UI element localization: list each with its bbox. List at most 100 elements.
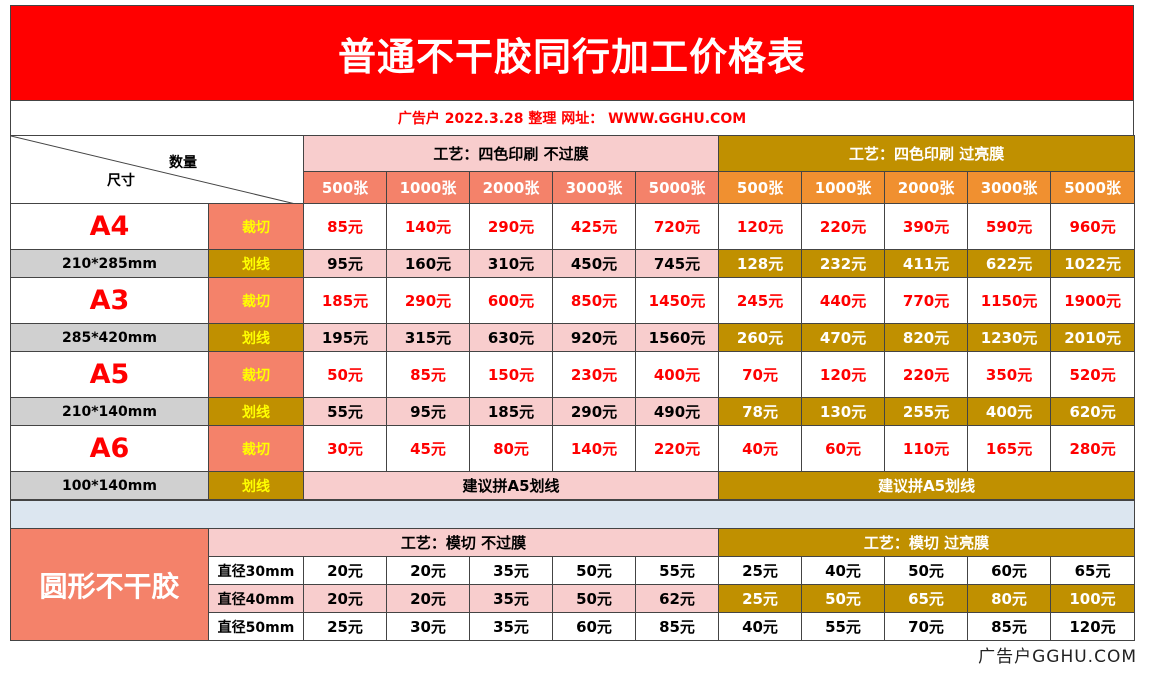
price-cell: 25元 (718, 584, 802, 613)
size-dimensions: 100*140mm (10, 471, 209, 500)
quantity-header-glossy-2: 2000张 (884, 171, 969, 204)
size-name-A4: A4 (10, 203, 209, 250)
price-cell: 400元 (634, 351, 720, 398)
price-cell: 2010元 (1050, 323, 1136, 352)
price-cell: 245元 (718, 277, 803, 324)
price-cell: 50元 (884, 556, 968, 585)
price-cell: 85元 (386, 351, 470, 398)
table-row: 210*285mm 划线 95元 160元 310元 450元 745元 128元 232元 41… (10, 249, 1136, 278)
diameter-label: 直径30mm (208, 556, 304, 585)
price-cell: 1150元 (967, 277, 1052, 324)
round-table: 圆形不干胶 工艺：模切 不过膜 工艺：模切 过亮膜 直径30mm 20元 20元 35… (9, 500, 1136, 641)
price-cell: 185元 (469, 397, 553, 426)
price-sheet: 普通不干胶同行加工价格表 广告户 2022.3.28 整理 网址： WWW.GG… (9, 5, 1136, 641)
quantity-header-no-film-4: 5000张 (634, 171, 720, 204)
price-cell: 20元 (303, 556, 387, 585)
spacer-row (9, 500, 1136, 529)
size-label: 尺寸 (107, 173, 135, 189)
price-cell: 85元 (635, 612, 719, 641)
price-cell: 350元 (967, 351, 1052, 398)
price-cell: 450元 (552, 249, 636, 278)
price-cell: 65元 (884, 584, 968, 613)
price-cell: 490元 (634, 397, 720, 426)
price-cell: 25元 (718, 556, 802, 585)
price-cell: 70元 (884, 612, 968, 641)
table-row: 285*420mm 划线 195元 315元 630元 920元 1560元 260元 470元… (10, 323, 1136, 352)
price-cell: 165元 (967, 425, 1052, 472)
price-cell: 40元 (718, 612, 802, 641)
price-cell: 150元 (469, 351, 553, 398)
diameter-label: 直径50mm (208, 612, 304, 641)
process-cut-label: 裁切 (208, 351, 304, 398)
price-cell: 290元 (469, 203, 553, 250)
price-cell: 50元 (801, 584, 885, 613)
size-name-A5: A5 (10, 351, 209, 398)
price-cell: 20元 (303, 584, 387, 613)
price-cell: 78元 (718, 397, 803, 426)
price-cell: 70元 (718, 351, 803, 398)
price-cell: 260元 (718, 323, 803, 352)
price-cell: 850元 (552, 277, 636, 324)
price-cell: 160元 (386, 249, 470, 278)
size-name-A6: A6 (10, 425, 209, 472)
price-cell: 130元 (801, 397, 886, 426)
price-cell: 60元 (967, 556, 1051, 585)
quantity-label: 数量 (169, 155, 197, 171)
price-cell: 195元 (303, 323, 387, 352)
table-row: 直径40mm 20元 20元 35元 50元 62元 25元 50元 65元 80元 100元 (11, 584, 1136, 613)
quantity-header-glossy-3: 3000张 (967, 171, 1052, 204)
price-cell: 20元 (386, 584, 470, 613)
watermark: 广告户GGHU.COM (978, 647, 1137, 667)
size-dimensions: 210*285mm (10, 249, 209, 278)
table-row: 210*140mm 划线 55元 95元 185元 290元 490元 78元 130元 255元… (10, 397, 1136, 426)
price-cell: 230元 (552, 351, 636, 398)
price-cell: 720元 (634, 203, 720, 250)
table-row: 100*140mm 划线 建议拼A5划线 建议拼A5划线 (10, 471, 1136, 500)
price-cell: 1900元 (1050, 277, 1136, 324)
diameter-label: 直径40mm (208, 584, 304, 613)
price-cell: 232元 (801, 249, 886, 278)
price-cell: 85元 (303, 203, 387, 250)
size-dimensions: 285*420mm (10, 323, 209, 352)
price-cell: 310元 (469, 249, 553, 278)
price-cell: 140元 (386, 203, 470, 250)
quantity-header-no-film-1: 1000张 (386, 171, 470, 204)
price-cell: 50元 (552, 584, 636, 613)
price-cell: 920元 (552, 323, 636, 352)
price-cell: 290元 (552, 397, 636, 426)
corner-header: 数量 尺寸 (10, 135, 304, 204)
quantity-header-glossy-1: 1000张 (801, 171, 886, 204)
price-cell: 600元 (469, 277, 553, 324)
price-cell: 620元 (1050, 397, 1136, 426)
group-header-no-film: 工艺：四色印刷 不过膜 (302, 135, 720, 172)
process-line-label: 划线 (208, 323, 304, 352)
price-cell: 1230元 (967, 323, 1052, 352)
price-cell: 62元 (635, 584, 719, 613)
price-cell: 45元 (386, 425, 470, 472)
process-line-label: 划线 (208, 249, 304, 278)
round-sticker-label: 圆形不干胶 (10, 528, 209, 641)
price-cell: 1560元 (634, 323, 720, 352)
table-row: A3 裁切 185元 290元 600元 850元 1450元 245元 440元 770元 115… (10, 277, 1136, 324)
price-cell: 55元 (303, 397, 387, 426)
price-cell: 120元 (1049, 612, 1136, 641)
quantity-header-no-film-0: 500张 (303, 171, 387, 204)
price-cell: 35元 (469, 612, 553, 641)
price-cell: 60元 (801, 425, 886, 472)
diagonal-line (11, 136, 292, 203)
table-row: A5 裁切 50元 85元 150元 230元 400元 70元 120元 220元 350元 520… (10, 351, 1136, 398)
price-cell: 100元 (1049, 584, 1136, 613)
price-cell: 960元 (1050, 203, 1136, 250)
price-cell: 220元 (884, 351, 969, 398)
price-cell: 390元 (884, 203, 969, 250)
price-cell: 30元 (386, 612, 470, 641)
suggestion-note: 建议拼A5划线 (302, 471, 720, 500)
price-cell: 25元 (303, 612, 387, 641)
price-cell: 470元 (801, 323, 886, 352)
price-cell: 290元 (386, 277, 470, 324)
process-cut-label: 裁切 (208, 203, 304, 250)
price-cell: 315元 (386, 323, 470, 352)
price-cell: 185元 (303, 277, 387, 324)
price-cell: 440元 (801, 277, 886, 324)
round-header-glossy: 工艺：模切 过亮膜 (717, 528, 1136, 557)
